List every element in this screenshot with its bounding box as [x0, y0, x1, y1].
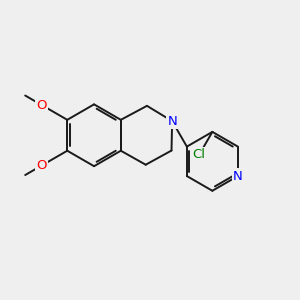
Text: N: N: [233, 169, 243, 182]
Text: N: N: [167, 115, 177, 128]
Text: O: O: [37, 159, 47, 172]
Text: Cl: Cl: [193, 148, 206, 161]
Text: O: O: [37, 99, 47, 112]
